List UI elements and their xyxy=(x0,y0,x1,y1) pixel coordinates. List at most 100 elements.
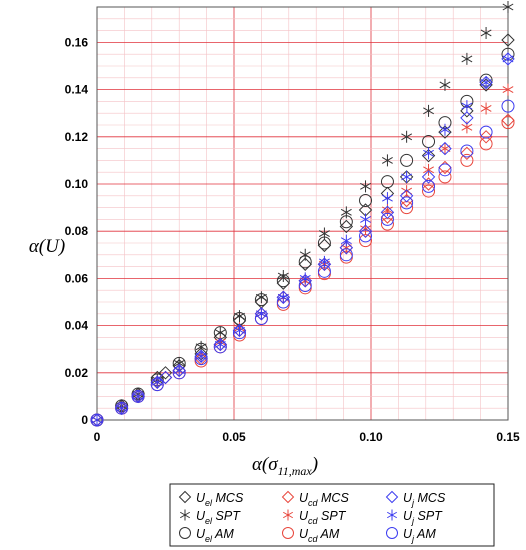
legend-label-j-mcs: Uj MCS xyxy=(403,491,446,508)
legend-symbol: U xyxy=(196,491,206,505)
data-point-j-mcs xyxy=(339,241,354,255)
data-point-j-am xyxy=(479,125,493,139)
legend-symbol: U xyxy=(299,491,309,505)
data-point-el-spt xyxy=(255,291,267,304)
data-point-cd-am xyxy=(359,234,373,248)
data-point-j-am xyxy=(131,389,145,403)
legend-marker-el-mcs xyxy=(178,490,192,504)
legend-method: MCS xyxy=(212,491,244,505)
legend-label-cd-spt: Ucd SPT xyxy=(299,509,347,526)
legend-subscript: el xyxy=(205,516,213,526)
data-point-j-spt xyxy=(381,192,393,205)
data-point-cd-am xyxy=(438,170,452,184)
x-tick-label: 0 xyxy=(94,430,101,444)
data-point-cd-spt xyxy=(461,121,473,134)
y-tick-label: 0.06 xyxy=(65,271,89,285)
data-point-el-mcs xyxy=(421,148,436,163)
legend-subscript: el xyxy=(205,534,213,544)
data-point-j-am xyxy=(194,352,208,366)
data-point-j-mcs xyxy=(460,111,474,125)
data-point-j-am xyxy=(213,340,227,354)
legend-marker-el-spt xyxy=(179,509,191,521)
data-point-j-am xyxy=(172,366,186,380)
data-point-el-am xyxy=(359,194,373,208)
data-point-cd-mcs xyxy=(460,146,474,161)
data-point-cd-spt xyxy=(401,185,413,198)
legend-symbol: U xyxy=(299,527,309,541)
data-point-j-am xyxy=(359,229,373,243)
y-tick-labels: 0 0.02 0.04 0.06 0.08 0.10 0.12 0.14 0.16 xyxy=(65,35,89,427)
legend-label-j-am: Uj AM xyxy=(403,527,436,544)
legend-subscript: cd xyxy=(308,534,319,544)
data-point-el-spt xyxy=(461,52,473,65)
y-tick-label: 0.10 xyxy=(65,177,89,191)
legend-method: MCS xyxy=(318,491,350,505)
data-point-el-spt xyxy=(340,206,352,219)
data-point-el-spt xyxy=(401,130,413,143)
data-point-el-spt xyxy=(502,1,514,13)
data-point-el-mcs xyxy=(339,219,354,234)
y-tick-label: 0.16 xyxy=(65,35,89,49)
data-point-el-am xyxy=(254,293,268,307)
data-point-el-mcs xyxy=(479,78,493,92)
data-point-j-am xyxy=(276,295,290,309)
legend-subscript: j xyxy=(411,516,415,526)
data-point-el-spt xyxy=(480,26,492,39)
data-point-j-mcs xyxy=(317,257,332,271)
x-axis-label-close: ) xyxy=(311,454,318,475)
y-tick-label: 0.02 xyxy=(65,366,89,380)
legend-symbol: U xyxy=(403,509,413,523)
data-point-el-spt xyxy=(277,270,289,283)
data-point-j-am xyxy=(339,248,353,262)
legend-subscript: el xyxy=(205,498,213,508)
data-point-cd-spt xyxy=(423,163,434,176)
x-axis-label-main: α(σ xyxy=(252,454,278,475)
data-point-j-spt xyxy=(340,234,352,247)
data-point-j-am xyxy=(90,413,104,427)
y-axis-label: α(U) xyxy=(29,236,65,257)
data-point-el-am xyxy=(317,236,331,250)
y-tick-label: 0.04 xyxy=(65,319,89,333)
data-point-j-spt xyxy=(502,52,514,65)
data-point-el-am xyxy=(422,135,436,149)
data-point-j-spt xyxy=(277,291,289,304)
data-point-el-mcs xyxy=(158,366,173,380)
data-point-el-mcs xyxy=(438,125,452,139)
data-point-el-spt xyxy=(439,78,451,91)
data-point-el-spt xyxy=(423,104,434,117)
data-point-cd-mcs xyxy=(479,130,493,144)
data-point-j-am xyxy=(460,144,474,158)
data-point-j-mcs xyxy=(158,370,173,385)
legend-method: SPT xyxy=(318,509,347,523)
legend-label-cd-am: Ucd AM xyxy=(299,527,340,544)
y-tick-label: 0.08 xyxy=(65,224,89,238)
data-point-j-spt xyxy=(255,307,267,320)
legend-subscript: j xyxy=(411,534,415,544)
data-point-el-am xyxy=(380,175,394,189)
data-point-cd-am xyxy=(479,137,493,151)
data-point-cd-spt xyxy=(502,83,514,96)
data-point-cd-am xyxy=(422,184,436,198)
data-point-j-spt xyxy=(480,76,492,89)
data-point-el-mcs xyxy=(317,238,332,253)
data-point-j-spt xyxy=(461,100,473,113)
data-point-j-am xyxy=(422,179,436,193)
legend-symbol: U xyxy=(299,509,309,523)
data-point-el-am xyxy=(400,153,414,167)
data-point-j-am xyxy=(150,378,164,392)
x-axis-label-sub: 11,max xyxy=(278,464,313,478)
legend-symbol: U xyxy=(403,527,413,541)
legend-method: MCS xyxy=(414,491,446,505)
x-tick-label: 0.15 xyxy=(496,430,520,444)
data-point-el-spt xyxy=(318,227,330,240)
data-points xyxy=(90,1,515,427)
data-point-el-am xyxy=(276,274,290,288)
data-point-cd-mcs xyxy=(438,160,452,175)
plot-frame xyxy=(96,6,509,421)
legend-marker-cd-mcs xyxy=(281,490,295,504)
legend-method: AM xyxy=(318,527,340,541)
data-point-j-spt xyxy=(173,364,185,377)
data-point-el-am xyxy=(298,255,312,269)
